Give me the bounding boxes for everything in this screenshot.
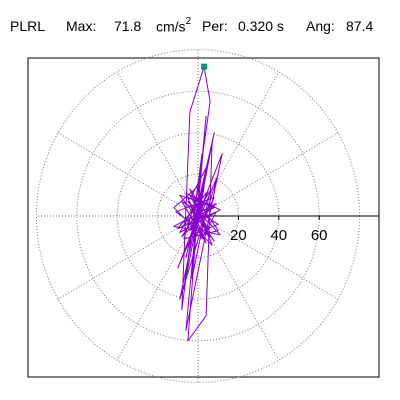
max-point-marker	[201, 63, 208, 70]
max-marker	[201, 63, 208, 70]
max-unit-base: cm/s	[156, 18, 186, 35]
header-readout: PLRL Max: 71.8 cm/s2 Per: 0.320 s Ang: 8…	[0, 16, 400, 42]
grid-spoke-60	[197, 71, 280, 217]
grid-spoke-210	[57, 215, 199, 300]
station-code: PLRL	[10, 18, 46, 34]
trace-path	[173, 66, 223, 342]
max-value: 71.8	[114, 18, 142, 34]
per-value: 0.320 s	[238, 18, 284, 34]
plot-frame	[27, 57, 380, 378]
max-unit-exponent: 2	[185, 16, 192, 27]
grid-spoke-150	[57, 132, 199, 217]
ang-value: 87.4	[346, 18, 374, 34]
tick-label-20: 20	[230, 227, 247, 244]
per-label: Per:	[202, 18, 228, 34]
tick-label-40: 40	[270, 227, 287, 244]
grid-spoke-330	[197, 215, 339, 300]
tick-label-60: 60	[311, 227, 328, 244]
grid-spoke-120	[116, 71, 199, 217]
grid-spoke-300	[197, 215, 280, 361]
motion-trace	[173, 66, 223, 342]
grid-spoke-30	[197, 132, 339, 217]
ang-label: Ang:	[306, 18, 335, 34]
max-label: Max:	[66, 18, 97, 34]
radial-tick-labels: 20 40 60	[230, 216, 328, 244]
max-unit: cm/s2	[156, 16, 192, 35]
